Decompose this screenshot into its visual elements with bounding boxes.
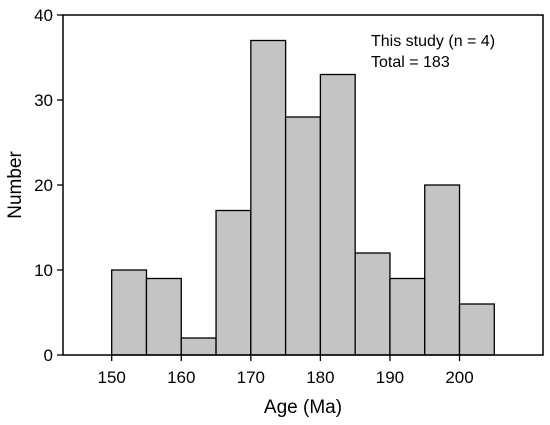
- bar-160-165: [180, 337, 217, 356]
- y-tick-label-40: 40: [34, 6, 53, 25]
- x-tick-label-160: 160: [167, 368, 195, 387]
- bar-200-205: [458, 303, 495, 356]
- x-tick-label-170: 170: [237, 368, 265, 387]
- bar-155-160: [145, 277, 182, 356]
- bar-150-155: [111, 269, 148, 356]
- bar-185-190: [354, 252, 391, 356]
- bar-170-175: [250, 39, 287, 356]
- annotation-sample-count: This study (n = 4): [371, 33, 495, 50]
- x-tick-label-180: 180: [306, 368, 334, 387]
- y-axis-ticks: 0 10 20 30 40: [34, 6, 63, 365]
- bar-195-200: [424, 184, 461, 356]
- x-axis-ticks: 150 160 170 180 190 200: [98, 355, 474, 387]
- histogram-bars: [111, 39, 495, 356]
- x-tick-label-190: 190: [376, 368, 404, 387]
- bar-165-170: [215, 209, 252, 356]
- x-tick-label-200: 200: [445, 368, 473, 387]
- y-tick-label-20: 20: [34, 176, 53, 195]
- y-tick-label-0: 0: [44, 346, 53, 365]
- bar-190-195: [389, 277, 426, 356]
- y-axis-title: Number: [5, 151, 26, 219]
- y-tick-label-10: 10: [34, 261, 53, 280]
- x-axis-title: Age (Ma): [264, 397, 342, 418]
- y-tick-label-30: 30: [34, 91, 53, 110]
- bar-175-180: [284, 116, 322, 356]
- annotation-total: Total = 183: [371, 54, 450, 71]
- bar-180-185: [319, 73, 356, 356]
- x-tick-label-150: 150: [98, 368, 126, 387]
